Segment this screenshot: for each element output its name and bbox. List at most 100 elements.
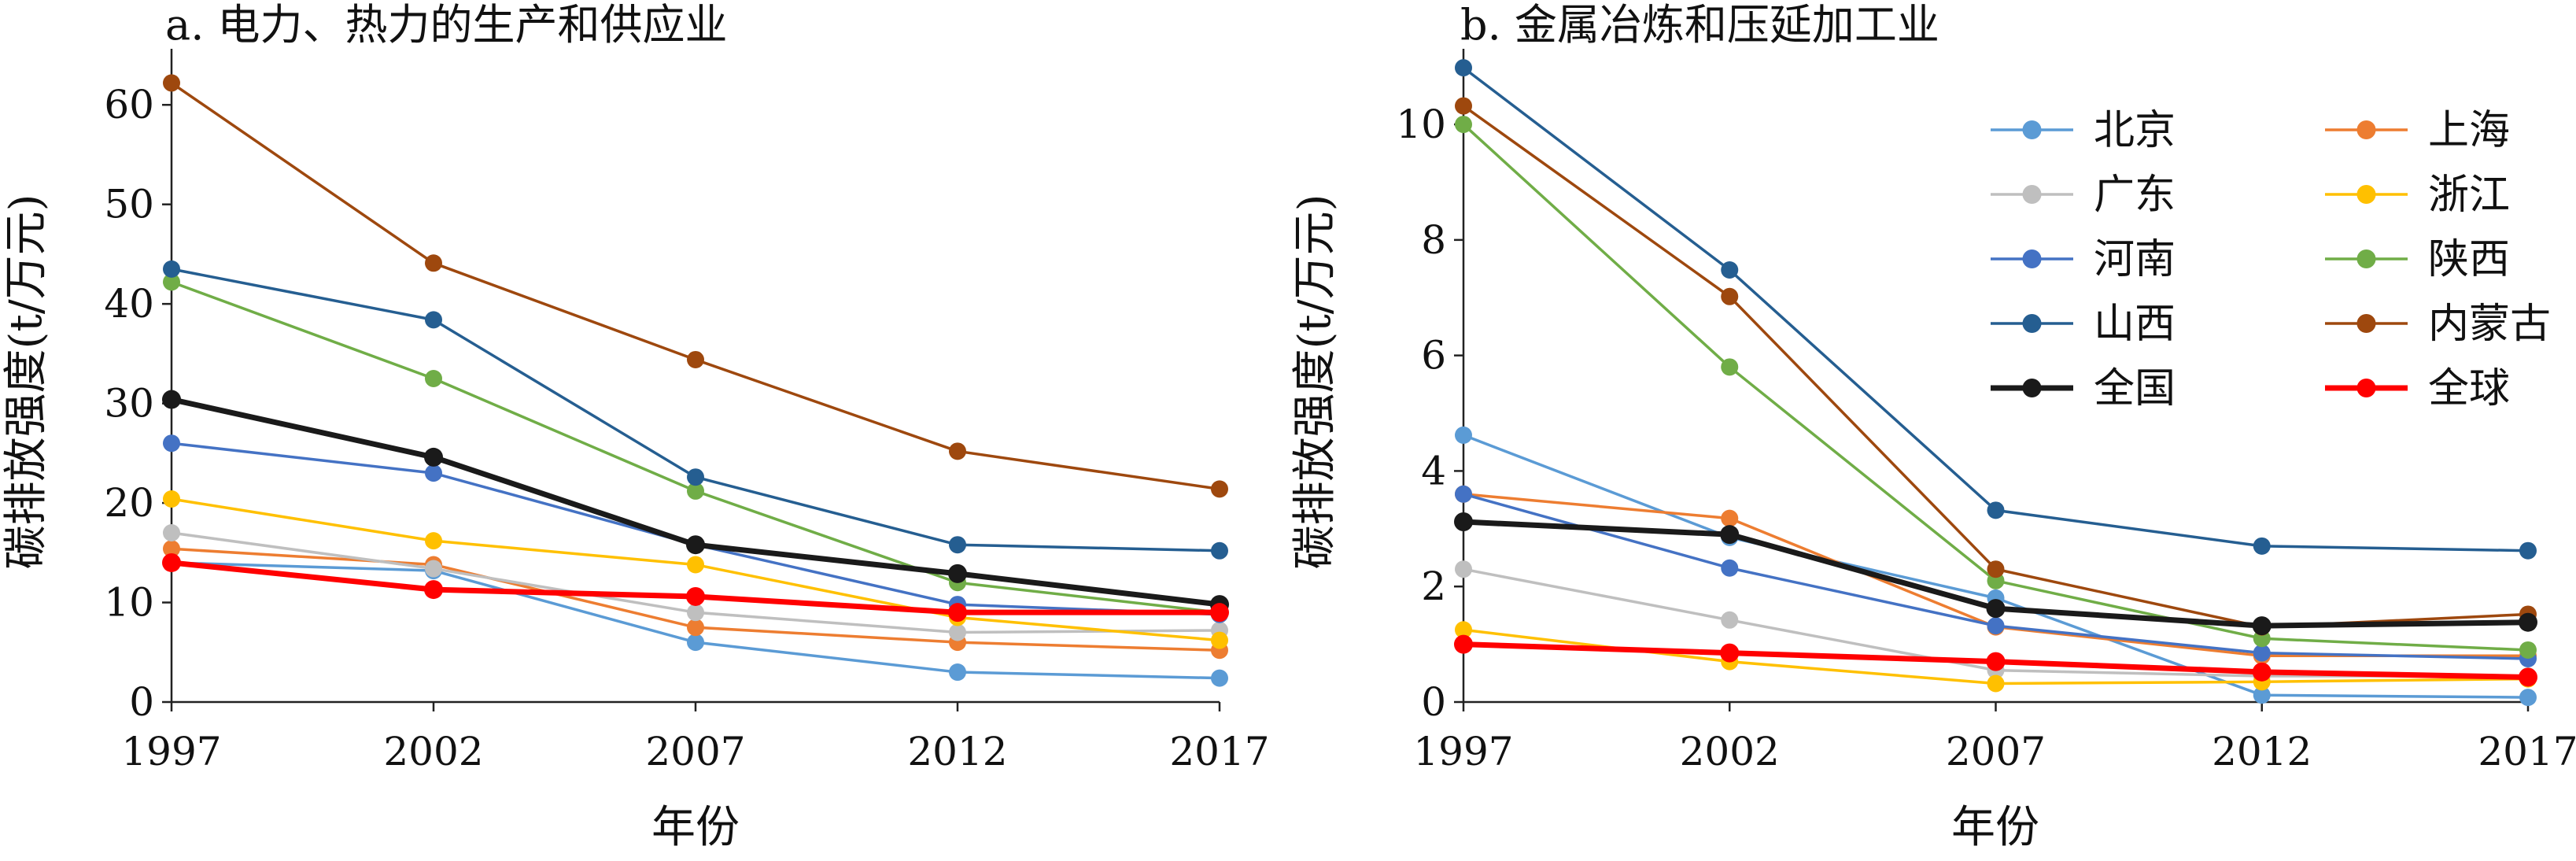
data-point — [163, 434, 180, 453]
data-point — [948, 564, 967, 583]
data-point — [2253, 537, 2271, 555]
series-9 — [162, 552, 1229, 623]
legend-item: 山西 — [1991, 301, 2176, 348]
data-point — [2519, 641, 2537, 659]
legend-item: 全国 — [1991, 365, 2176, 412]
x-tick-label: 2007 — [1946, 729, 2046, 774]
series-5 — [163, 273, 1228, 622]
series-9 — [1454, 634, 2537, 687]
y-tick-label: 0 — [129, 679, 154, 725]
legend-label: 河南 — [2094, 236, 2176, 283]
series-6 — [1455, 59, 2537, 560]
data-point — [1455, 59, 1472, 77]
series-line — [171, 81, 1220, 491]
data-point — [163, 490, 180, 508]
y-tick-label: 0 — [1421, 679, 1446, 725]
legend-item: 河南 — [1991, 236, 2176, 283]
data-point — [1721, 559, 1739, 577]
data-point — [948, 603, 967, 623]
data-point — [687, 619, 704, 637]
x-tick-label: 1997 — [121, 729, 221, 774]
data-point — [2519, 541, 2537, 560]
legend-item: 内蒙古 — [2325, 301, 2551, 348]
x-tick-label: 2012 — [2212, 729, 2312, 774]
legend-swatch-marker — [2356, 185, 2376, 204]
data-point — [2252, 662, 2272, 682]
data-point — [1721, 358, 1739, 376]
series-line — [1462, 66, 2529, 552]
legend-label: 内蒙古 — [2428, 301, 2551, 348]
data-point — [1987, 617, 2005, 635]
x-tick-label: 2012 — [907, 729, 1007, 774]
chart-title: b. 金属冶炼和压延加工业 — [1460, 0, 1939, 50]
legend-item: 北京 — [1991, 107, 2176, 154]
data-point — [2519, 612, 2537, 632]
data-point — [163, 260, 180, 278]
data-point — [687, 350, 704, 368]
legend-label: 全球 — [2428, 365, 2510, 412]
data-point — [1455, 97, 1472, 115]
y-tick-label: 60 — [104, 82, 154, 127]
y-tick-label: 2 — [1421, 564, 1446, 609]
data-point — [687, 556, 704, 574]
series-0 — [1455, 426, 2537, 707]
data-point — [2253, 686, 2271, 704]
y-axis-label: 碳排放强度(t/万元) — [1290, 194, 1341, 569]
legend-swatch-marker — [2356, 314, 2376, 333]
legend-label: 浙江 — [2428, 172, 2510, 219]
data-point — [687, 604, 704, 622]
x-axis-label: 年份 — [651, 802, 740, 853]
legend-swatch-marker — [2022, 185, 2042, 204]
data-point — [1986, 652, 2006, 671]
data-point — [949, 623, 966, 641]
data-point — [2252, 616, 2272, 636]
series-6 — [163, 260, 1228, 560]
x-tick-label: 2017 — [2478, 729, 2576, 774]
data-point — [425, 532, 442, 550]
y-tick-label: 40 — [104, 281, 154, 327]
data-point — [1211, 541, 1228, 560]
series-line — [171, 268, 1220, 552]
series-3 — [163, 490, 1228, 649]
data-point — [163, 74, 180, 92]
series-7 — [163, 74, 1228, 498]
x-tick-label: 2007 — [645, 729, 745, 774]
legend-label: 北京 — [2094, 107, 2176, 154]
x-tick-label: 1997 — [1413, 729, 1513, 774]
data-point — [686, 586, 705, 606]
data-point — [1721, 611, 1739, 629]
x-tick-label: 2002 — [383, 729, 483, 774]
y-tick-label: 10 — [1396, 102, 1446, 147]
series-7 — [1455, 97, 2537, 636]
data-point — [163, 273, 180, 291]
legend-item: 广东 — [1991, 172, 2176, 219]
legend-swatch-marker — [2356, 120, 2376, 139]
data-point — [1720, 643, 1740, 663]
data-point — [1721, 261, 1739, 279]
data-point — [425, 370, 442, 387]
legend-swatch-marker — [2022, 120, 2042, 139]
legend-item: 浙江 — [2325, 172, 2510, 219]
legend-item: 上海 — [2325, 107, 2510, 154]
series-line — [171, 397, 1220, 608]
legend-swatch-marker — [2022, 379, 2042, 397]
data-point — [686, 535, 705, 555]
data-point — [2519, 667, 2537, 687]
y-tick-label: 10 — [104, 580, 154, 626]
data-point — [1211, 480, 1228, 498]
data-point — [424, 447, 443, 467]
data-point — [687, 634, 704, 652]
data-point — [1455, 621, 1472, 639]
x-axis-label: 年份 — [1951, 802, 2039, 853]
y-tick-label: 8 — [1421, 217, 1446, 263]
legend-label: 陕西 — [2428, 236, 2510, 283]
legend-label: 上海 — [2428, 107, 2510, 154]
legend-label: 山西 — [2094, 301, 2176, 348]
data-point — [1210, 603, 1229, 623]
data-point — [424, 580, 443, 600]
legend-item: 陕西 — [2325, 236, 2510, 283]
x-tick-label: 2002 — [1680, 729, 1780, 774]
legend-swatch-marker — [2356, 379, 2376, 397]
